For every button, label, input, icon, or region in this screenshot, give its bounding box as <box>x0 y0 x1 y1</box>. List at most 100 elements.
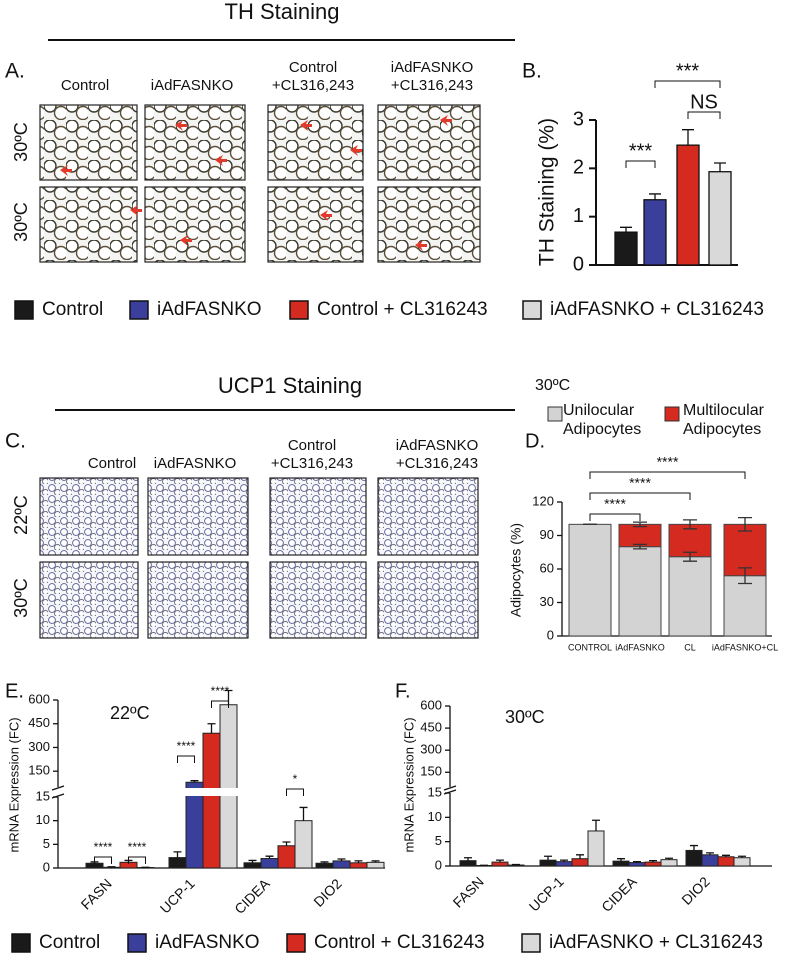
x-tick-label: FASN <box>78 875 115 912</box>
legend-swatch <box>289 300 309 320</box>
error-bar <box>354 860 363 863</box>
significance: **** <box>94 840 113 854</box>
error-bar <box>690 844 698 851</box>
column-label: Control <box>60 77 110 94</box>
y-tick-label: 2 <box>573 157 584 179</box>
error-bar <box>633 543 647 550</box>
arrow <box>415 240 427 251</box>
panel-label: A. <box>5 60 25 83</box>
y-tick-label: 30 <box>540 594 554 609</box>
micrograph <box>267 104 364 181</box>
bar-segment <box>723 575 767 637</box>
bar <box>644 861 662 867</box>
legend-label: Control <box>42 299 103 320</box>
error-bar <box>706 852 714 855</box>
x-tick-label: CL <box>684 642 696 652</box>
significance-bracket <box>589 513 641 521</box>
legend-swatch <box>522 300 542 320</box>
annotation: 22ºC <box>110 703 150 723</box>
significance-bracket <box>687 111 721 119</box>
bar <box>614 231 638 266</box>
legend-swatch <box>14 300 34 320</box>
legend-label: Control + CL316243 <box>314 932 485 953</box>
annotation: 30ºC <box>505 707 545 727</box>
legend-label: Multilocular Adipocytes <box>683 402 764 439</box>
legend-label: iAdFASNKO + CL316243 <box>550 299 764 320</box>
error-bar <box>496 859 504 863</box>
micrograph <box>377 104 481 181</box>
column-label: Control +CL316,243 <box>270 437 354 472</box>
legend-swatch <box>286 933 306 953</box>
y-axis-label: mRNA Expression (FC) <box>6 717 21 852</box>
error-bar <box>248 859 257 863</box>
axis-break-mark <box>443 789 457 795</box>
row-label: 22ºC <box>11 495 31 535</box>
bar <box>219 704 238 869</box>
y-tick-label: 150 <box>28 763 50 778</box>
y-tick-label: 150 <box>420 764 442 779</box>
y-axis-label: TH Staining (%) <box>536 118 559 266</box>
legend-label: Control <box>39 932 100 953</box>
arrow <box>300 120 312 131</box>
error-bar <box>282 841 291 846</box>
error-bar <box>560 859 568 862</box>
bar-segment <box>668 556 712 637</box>
significance-bracket <box>589 492 691 500</box>
significance-bracket <box>654 80 721 88</box>
bar-segment <box>668 523 712 558</box>
micrograph <box>377 561 479 639</box>
y-tick-label: 0 <box>435 857 442 872</box>
x-tick-label: FASN <box>450 873 487 910</box>
significance: **** <box>128 840 147 854</box>
micrograph <box>147 561 249 639</box>
significance: *** <box>629 140 653 162</box>
y-axis-label: mRNA Expression (FC) <box>401 717 416 852</box>
significance: NS <box>690 91 718 113</box>
y-tick-label: 0 <box>547 627 554 642</box>
micrograph <box>144 104 246 181</box>
significance: *** <box>676 60 700 82</box>
y-tick-label: 0 <box>573 253 584 275</box>
significance: **** <box>211 684 230 698</box>
y-tick-label: 300 <box>420 742 442 757</box>
arrow <box>215 155 227 166</box>
x-tick-label: CIDEA <box>231 875 273 917</box>
legend-swatch <box>547 406 563 422</box>
axis-break-mark <box>443 785 457 791</box>
bar <box>676 144 700 266</box>
significance-bracket <box>589 471 746 479</box>
section-title: TH Staining <box>225 0 340 24</box>
column-label: iAdFASNKO <box>150 77 234 94</box>
row-label: 30ºC <box>11 122 31 162</box>
row-label: 30ºC <box>11 578 31 618</box>
bar <box>733 857 751 867</box>
error-bar <box>265 855 274 859</box>
y-tick-label: 450 <box>420 720 442 735</box>
x-tick-label: iAdFASNKO+CL <box>712 642 778 652</box>
bar <box>459 860 477 867</box>
error-bar <box>649 193 661 200</box>
legend-swatch <box>521 933 541 953</box>
bar <box>260 858 279 869</box>
bar-segment <box>723 523 767 577</box>
bar <box>628 862 646 867</box>
error-bar <box>665 857 673 860</box>
axis-break <box>50 788 385 796</box>
x-tick-label: UCP-1 <box>157 875 198 916</box>
legend-swatch <box>129 300 149 320</box>
y-tick-label: 3 <box>573 108 584 130</box>
bar <box>571 858 589 867</box>
panel-label: F. <box>395 680 411 702</box>
significance: **** <box>177 739 196 753</box>
error-bar <box>633 521 647 528</box>
legend-label: Control + CL316243 <box>317 299 488 320</box>
x-tick-label: DIO2 <box>678 873 713 908</box>
significance-bracket <box>128 856 146 864</box>
error-bar <box>464 857 472 861</box>
y-tick-label: 120 <box>532 493 554 508</box>
error-bar <box>682 129 694 146</box>
error-bar <box>544 855 552 861</box>
axis-break-mark <box>51 785 65 791</box>
